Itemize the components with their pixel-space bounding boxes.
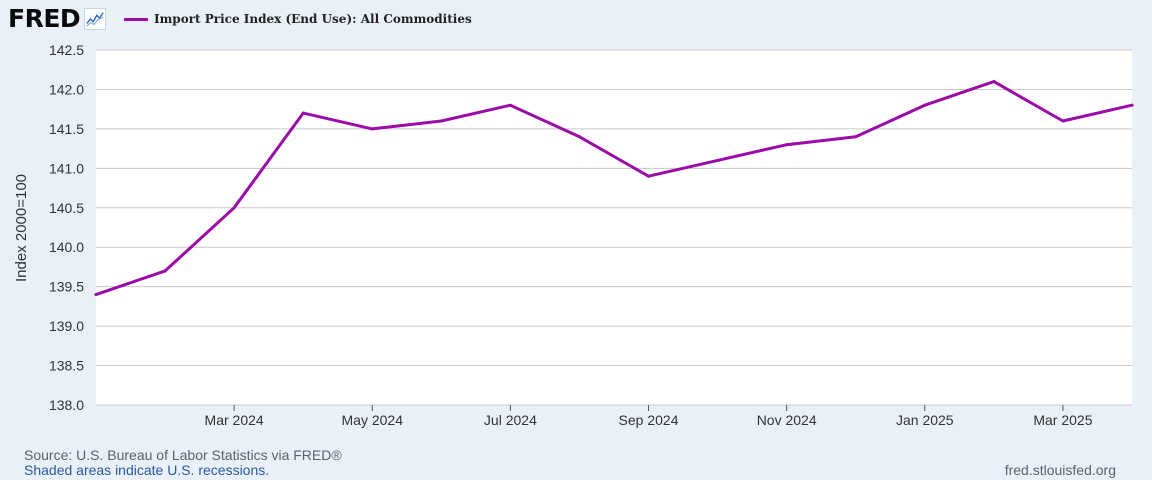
x-tick-label: May 2024 xyxy=(342,412,404,428)
x-tick-label: Jul 2024 xyxy=(484,412,537,428)
data-point xyxy=(647,174,651,178)
x-tick-label: Mar 2024 xyxy=(205,412,264,428)
data-point xyxy=(716,158,720,162)
x-tick-label: Jan 2025 xyxy=(896,412,954,428)
data-point xyxy=(94,293,98,297)
y-tick-label: 141.0 xyxy=(49,160,84,176)
data-point xyxy=(923,103,927,107)
legend-swatch xyxy=(124,17,148,21)
data-point xyxy=(508,103,512,107)
y-tick-label: 141.5 xyxy=(49,121,84,137)
data-point xyxy=(370,127,374,131)
chart-legend: Import Price Index (End Use): All Commod… xyxy=(124,12,472,26)
y-tick-label: 140.0 xyxy=(49,239,84,255)
x-tick-label: Sep 2024 xyxy=(619,412,679,428)
data-point xyxy=(232,206,236,210)
data-point xyxy=(854,135,858,139)
grid-lines xyxy=(96,49,1132,406)
data-point xyxy=(577,135,581,139)
y-tick-label: 142.0 xyxy=(49,81,84,97)
y-tick-label: 140.5 xyxy=(49,200,84,216)
legend-label: Import Price Index (End Use): All Commod… xyxy=(154,12,472,26)
y-tick-labels: 142.5 142.0 141.5 141.0 140.5 140.0 139.5 139.0… xyxy=(49,42,84,413)
data-point xyxy=(1061,119,1065,123)
plot-area xyxy=(96,50,1132,405)
y-tick-label: 138.0 xyxy=(49,397,84,413)
y-tick-label: 142.5 xyxy=(49,42,84,58)
data-point xyxy=(992,80,996,84)
y-tick-label: 139.5 xyxy=(49,279,84,295)
footer-source: Source: U.S. Bureau of Labor Statistics … xyxy=(24,447,342,463)
line-chart-icon xyxy=(84,7,107,30)
fred-url-link[interactable]: fred.stlouisfed.org xyxy=(1004,462,1116,478)
data-point xyxy=(301,111,305,115)
data-point xyxy=(439,119,443,123)
data-point xyxy=(163,269,167,273)
data-point xyxy=(1130,103,1134,107)
fred-logo-text: FRED xyxy=(8,4,81,33)
y-tick-label: 139.0 xyxy=(49,318,84,334)
x-tick-label: Nov 2024 xyxy=(757,412,817,428)
y-tick-label: 138.5 xyxy=(49,358,84,374)
data-point xyxy=(785,143,789,147)
series-group xyxy=(94,80,1134,297)
fred-logo[interactable]: FRED xyxy=(8,4,107,33)
y-axis-title: Index 2000=100 xyxy=(13,174,30,282)
x-tick-label: Mar 2025 xyxy=(1033,412,1092,428)
recession-note-link[interactable]: Shaded areas indicate U.S. recessions. xyxy=(24,462,270,478)
x-ticks: Mar 2024 May 2024 Jul 2024 Sep 2024 Nov 2024… xyxy=(205,405,1093,428)
series-line xyxy=(94,80,1134,297)
